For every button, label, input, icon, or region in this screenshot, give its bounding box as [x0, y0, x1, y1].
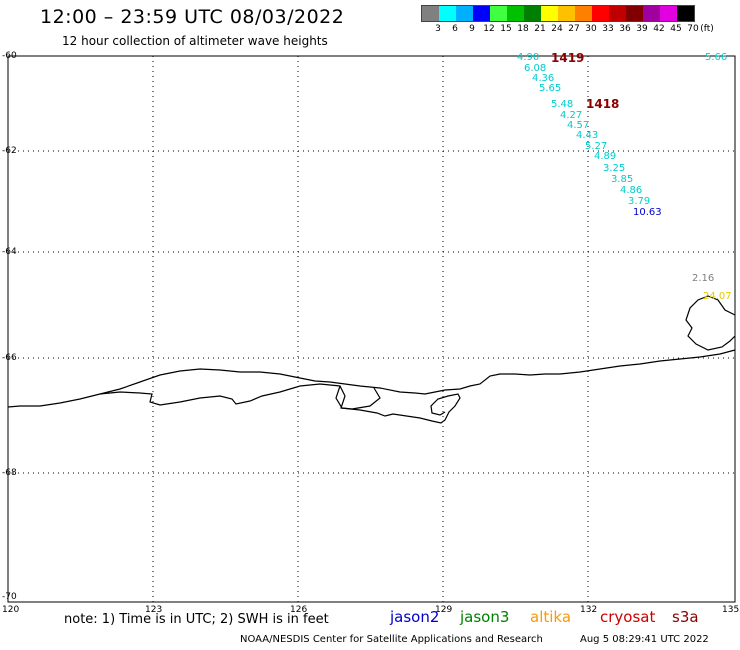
wave-height-label: 4.27 — [560, 110, 583, 121]
legend-swatch — [677, 6, 694, 21]
legend-label: 24 — [551, 24, 563, 34]
legend-swatch — [626, 6, 643, 21]
legend-swatch — [575, 6, 592, 21]
pass-label: 1418 — [586, 97, 620, 111]
mission-cryosat: cryosat — [600, 608, 656, 626]
legend-label: 9 — [469, 24, 475, 34]
legend-label: 36 — [619, 24, 631, 34]
legend-label: 45 — [670, 24, 682, 34]
legend-label: 27 — [568, 24, 580, 34]
legend-label: 6 — [452, 24, 458, 34]
wave-height-label: 5.48 — [551, 99, 574, 110]
lon-label: 120 — [2, 605, 20, 615]
legend-swatch — [456, 6, 473, 21]
legend-swatch — [439, 6, 456, 21]
mission-altika: altika — [530, 608, 572, 626]
lat-label: -60 — [2, 51, 17, 61]
legend-swatch — [609, 6, 626, 21]
lat-label: -66 — [2, 353, 17, 363]
legend-swatch — [558, 6, 575, 21]
lat-label: -64 — [2, 247, 17, 257]
legend-swatch — [541, 6, 558, 21]
color-legend: 3 6 9 12 15 18 21 24 27 30 33 36 39 42 45 70 (ft) — [421, 5, 714, 36]
legend-swatch — [490, 6, 507, 21]
wave-height-label: 6.08 — [524, 63, 547, 74]
mission-jason3: jason3 — [460, 608, 510, 626]
wave-height-label: 4.36 — [532, 73, 555, 84]
legend-label: 70 — [687, 24, 699, 34]
lat-label: -70 — [2, 592, 17, 602]
lat-label: -68 — [2, 468, 17, 478]
wave-height-label: 4.89 — [594, 151, 617, 162]
legend-label: 15 — [500, 24, 512, 34]
island-outline — [685, 295, 736, 351]
lon-label: 135 — [722, 605, 740, 615]
wave-height-label: 5.65 — [539, 83, 562, 94]
lon-label: 132 — [580, 605, 598, 615]
wave-height-label: 24.07 — [703, 291, 732, 302]
legend-swatch — [592, 6, 609, 21]
legend-swatch — [660, 6, 677, 21]
lon-label: 126 — [290, 605, 308, 615]
wave-height-label: 4.57 — [567, 120, 590, 131]
wave-height-label: 5.27 — [585, 141, 608, 152]
legend-swatch — [507, 6, 524, 21]
wave-height-label: 4.86 — [620, 185, 643, 196]
legend-swatch — [473, 6, 490, 21]
legend-label: 30 — [585, 24, 597, 34]
legend-label: 21 — [534, 24, 546, 34]
legend-label: 3 — [435, 24, 441, 34]
mission-jason2: jason2 — [390, 608, 440, 626]
map-frame — [7, 55, 736, 603]
legend-label: 12 — [483, 24, 495, 34]
wave-height-label: 3.79 — [628, 196, 651, 207]
ice-shelf-outline — [99, 383, 461, 424]
wave-height-label: 3.25 — [603, 163, 626, 174]
legend-swatch — [643, 6, 660, 21]
legend-label: 42 — [653, 24, 665, 34]
page-title: 12:00 – 23:59 UTC 08/03/2022 — [40, 6, 345, 28]
legend-swatch — [422, 6, 439, 21]
legend-labels: 3 6 9 12 15 18 21 24 27 30 33 36 39 42 45 70 (ft) — [421, 24, 714, 36]
wave-height-label: 2.16 — [692, 273, 715, 284]
legend-label: 33 — [602, 24, 614, 34]
wave-height-label: 4.43 — [576, 130, 599, 141]
wave-height-label: 5.66 — [705, 52, 728, 63]
units-note: note: 1) Time is in UTC; 2) SWH is in fe… — [64, 612, 329, 627]
legend-swatches — [421, 5, 695, 22]
graticule — [8, 56, 735, 602]
wave-height-label: 10.63 — [633, 207, 662, 218]
credit-line: NOAA/NESDIS Center for Satellite Applica… — [240, 634, 543, 645]
lobe-outline — [335, 385, 381, 410]
mission-s3a: s3a — [672, 608, 699, 626]
generated-timestamp: Aug 5 08:29:41 UTC 2022 — [580, 634, 709, 645]
lon-label: 129 — [435, 605, 453, 615]
legend-label: 18 — [517, 24, 529, 34]
wave-height-label: 4.90 — [517, 52, 540, 63]
legend-label: (ft) — [700, 24, 714, 34]
coastline — [7, 349, 736, 408]
page-subtitle: 12 hour collection of altimeter wave hei… — [62, 34, 328, 48]
legend-swatch — [524, 6, 541, 21]
pass-label: 1419 — [551, 51, 585, 65]
lat-label: -62 — [2, 146, 17, 156]
legend-label: 39 — [636, 24, 648, 34]
wave-height-label: 3.85 — [611, 174, 634, 185]
lon-label: 123 — [145, 605, 163, 615]
